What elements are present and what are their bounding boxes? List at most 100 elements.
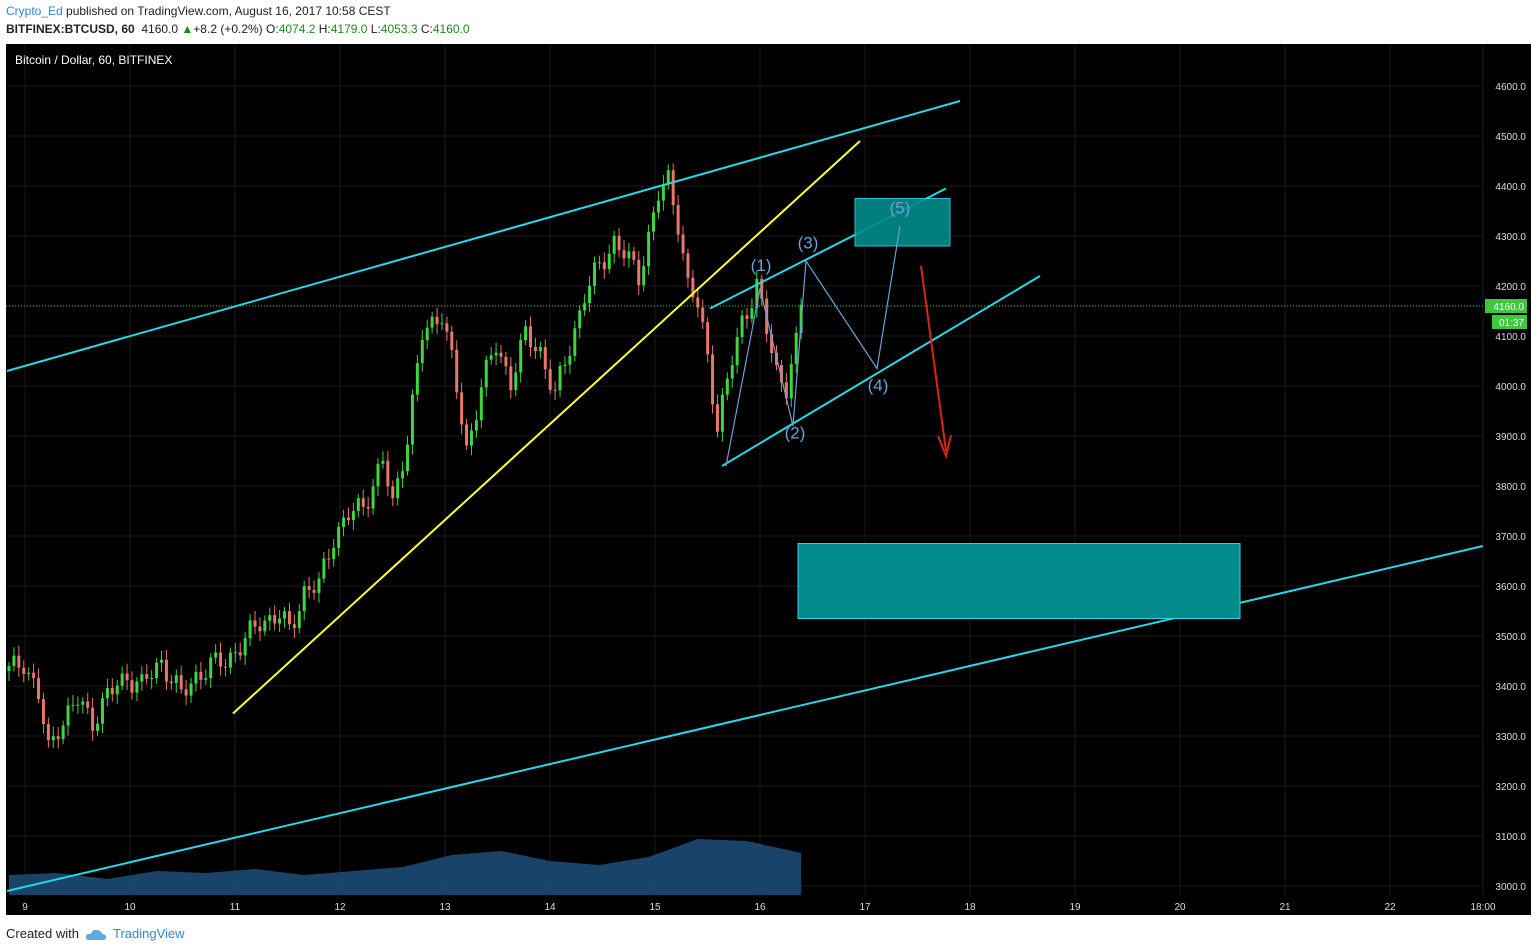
x-axis-labels: 9 10 11 12 13 14 15 16 17 18 19 20 21 22 18:00: [22, 902, 1496, 913]
down-arrow-icon: [920, 265, 947, 452]
candle-body: [204, 678, 208, 680]
candle-body: [509, 366, 513, 391]
candle-body: [214, 652, 218, 658]
candle-body: [602, 262, 606, 270]
candle-body: [76, 704, 80, 706]
candle-body: [504, 356, 508, 367]
candle-body: [297, 611, 301, 628]
author-link[interactable]: Crypto_Ed: [6, 4, 63, 18]
candle-body: [750, 308, 754, 319]
candle-body: [519, 340, 523, 373]
candle-body: [91, 707, 95, 731]
time-axis[interactable]: [6, 895, 1531, 915]
candle-body: [164, 659, 168, 682]
x-tick-label: 18:00: [1470, 902, 1495, 913]
x-tick-label: 9: [22, 902, 28, 913]
candle-body: [125, 673, 129, 681]
candle-body: [7, 666, 11, 671]
candle-body: [56, 736, 60, 740]
candle-body: [71, 704, 75, 706]
candle-body: [351, 511, 355, 521]
candle-body: [642, 266, 646, 286]
last-price: 4160.0: [141, 22, 179, 36]
candle-body: [568, 355, 572, 365]
candle-body: [258, 626, 262, 632]
published-text: published on TradingView.com, August 16,…: [62, 4, 391, 18]
y-tick-label: 4400.0: [1495, 182, 1526, 193]
y-tick-label: 3800.0: [1495, 482, 1526, 493]
candle-body: [474, 420, 478, 431]
wedge-lower-line: [721, 275, 1041, 467]
countdown-tag-label: 01:37: [1499, 318, 1524, 329]
candle-body: [12, 655, 16, 666]
candle-body: [430, 316, 434, 328]
candle-body: [169, 681, 173, 684]
x-tick-label: 15: [649, 902, 661, 913]
candle-body: [189, 683, 193, 696]
candle-body: [676, 205, 680, 235]
created-with-label: Created with: [6, 926, 79, 941]
candle-body: [41, 699, 45, 725]
candle-body: [194, 671, 198, 684]
candle-body: [597, 262, 601, 264]
candle-body: [110, 687, 114, 695]
candle-body: [292, 624, 296, 628]
ohlc-bar: BITFINEX:BTCUSD, 60 4160.0 ▲+8.2 (+0.2%)…: [6, 22, 470, 36]
candle-body: [484, 359, 488, 388]
tradingview-cloud-icon: [85, 929, 106, 940]
candle-body: [406, 444, 410, 472]
grid: [6, 44, 1484, 895]
x-tick-label: 18: [964, 902, 976, 913]
candle-body: [278, 618, 282, 624]
candle-body: [317, 578, 321, 593]
y-tick-label: 3500.0: [1495, 632, 1526, 643]
candle-body: [691, 277, 695, 298]
candle-body: [425, 327, 429, 341]
last-price-tag-label: 4160.0: [1493, 302, 1524, 313]
price-chart[interactable]: (1) (2) (3) (4) (5) 4600.0 4500.0 4400.0 4300.0…: [0, 40, 1535, 916]
candle-body: [440, 323, 444, 325]
candle-body: [583, 303, 587, 311]
candle-body: [524, 326, 528, 341]
candle-body: [720, 394, 724, 432]
y-tick-label: 3900.0: [1495, 432, 1526, 443]
candle-body: [543, 347, 547, 370]
candle-body: [263, 620, 267, 632]
candle-body: [592, 262, 596, 286]
candle-body: [622, 250, 626, 259]
candle-body: [155, 662, 159, 679]
candle-body: [647, 231, 651, 267]
candle-body: [789, 364, 793, 399]
candle-body: [469, 430, 473, 446]
candle-body: [81, 701, 85, 705]
candle-body: [46, 724, 50, 741]
candle-body: [706, 322, 710, 355]
candle-body: [558, 366, 562, 391]
candle-body: [553, 389, 557, 391]
candle-body: [652, 212, 656, 232]
open-label: O:: [266, 22, 279, 36]
candle-body: [588, 285, 592, 304]
y-tick-label: 3400.0: [1495, 682, 1526, 693]
candle-body: [681, 234, 685, 254]
x-tick-label: 19: [1069, 902, 1081, 913]
candle-body: [563, 364, 567, 367]
chart-title: Bitcoin / Dollar, 60, BITFINEX: [15, 53, 172, 67]
candle-body: [489, 355, 493, 360]
candle-body: [735, 337, 739, 366]
candle-body: [701, 307, 705, 323]
candle-body: [184, 689, 188, 696]
plot-area[interactable]: [6, 44, 1483, 895]
x-tick-label: 17: [859, 902, 871, 913]
candle-body: [514, 372, 518, 391]
price-axis[interactable]: [1483, 44, 1531, 895]
tradingview-link[interactable]: TradingView: [112, 926, 185, 941]
x-tick-label: 10: [124, 902, 136, 913]
candle-body: [730, 365, 734, 379]
countdown-tag: [1492, 315, 1527, 329]
channel-upper-line: [6, 100, 961, 372]
candle-body: [455, 349, 459, 393]
wave-label: (1): [751, 256, 772, 275]
candle-body: [479, 387, 483, 421]
wave-label: (5): [890, 199, 911, 218]
